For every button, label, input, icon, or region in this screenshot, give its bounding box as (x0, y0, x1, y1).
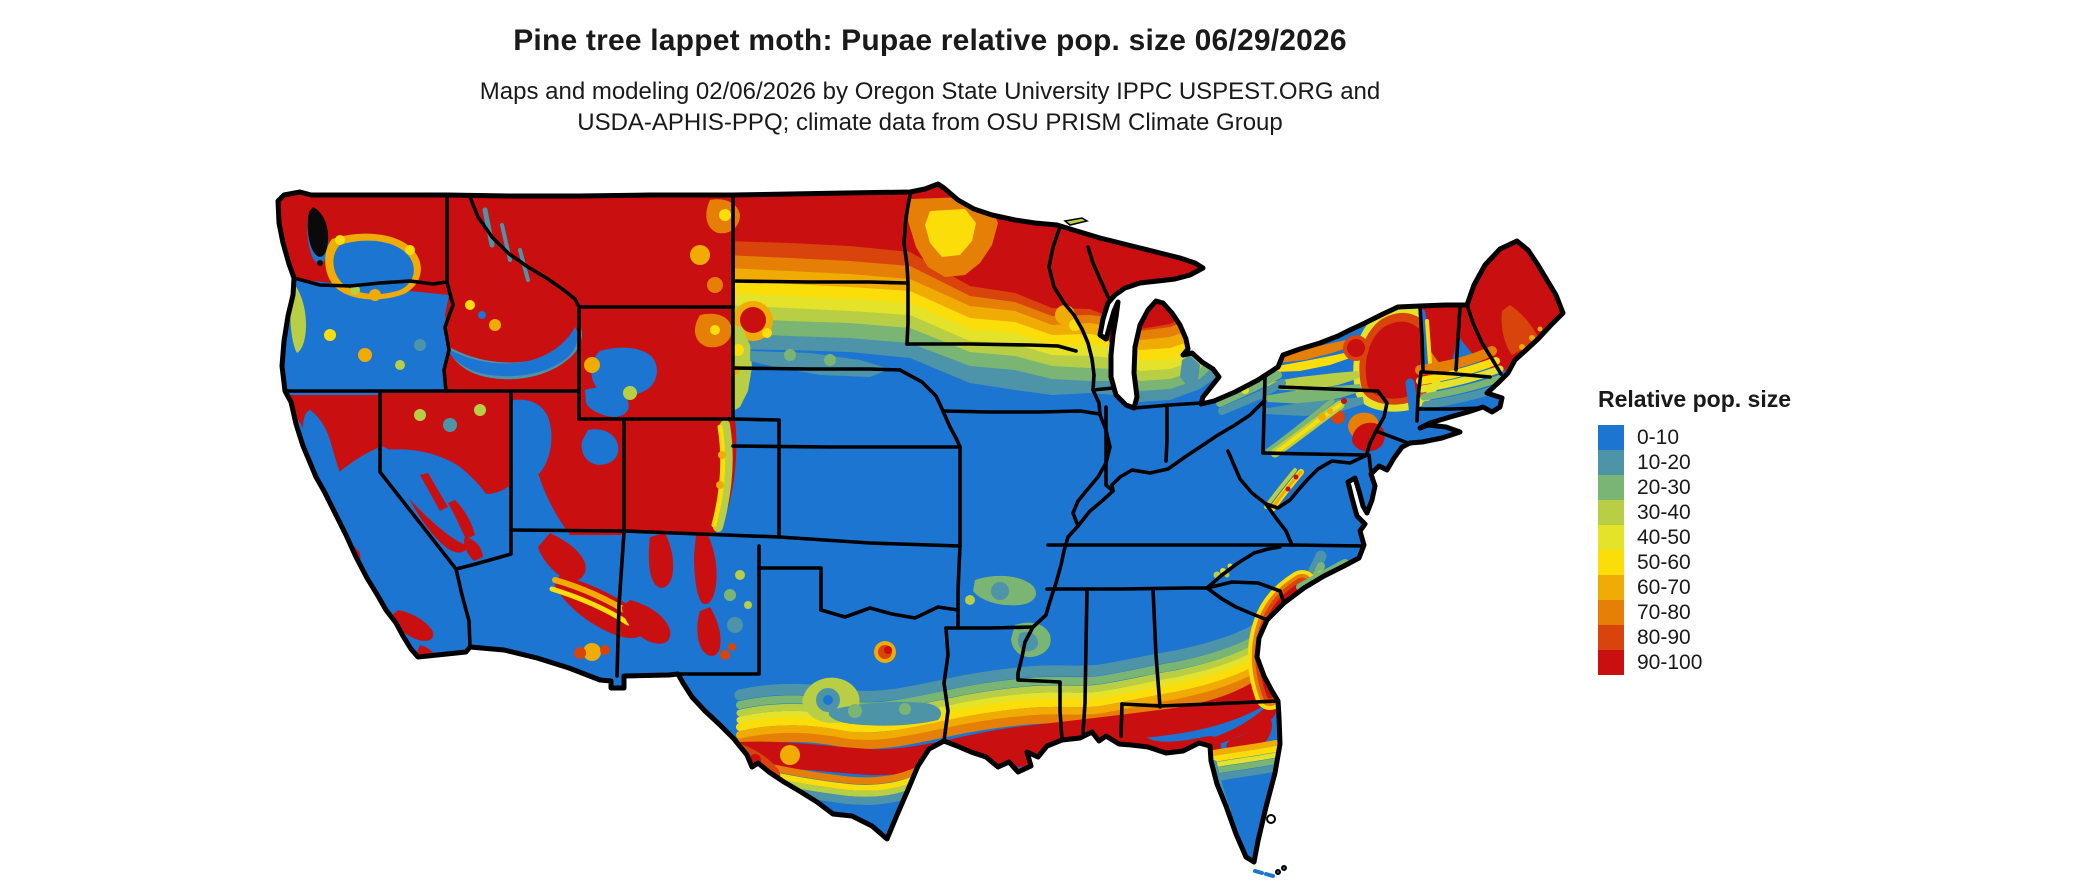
region-western-mountains-high (278, 189, 752, 661)
page-title: Pine tree lappet moth: Pupae relative po… (513, 24, 1347, 57)
legend-label: 50-60 (1637, 550, 1691, 574)
florida-keys (1253, 865, 1287, 878)
legend-swatch (1598, 650, 1624, 675)
legend-label: 0-10 (1637, 425, 1680, 449)
legend-swatch (1598, 550, 1624, 575)
legend-items: 0-10 10-20 20-30 30-40 40-50 50-60 60-70 (1598, 425, 1858, 675)
legend-item: 10-20 (1598, 450, 1858, 475)
legend-label: 40-50 (1637, 525, 1691, 549)
lake-okeechobee (1266, 814, 1276, 824)
us-population-map (270, 155, 1590, 890)
legend-label: 10-20 (1637, 450, 1691, 474)
legend-swatch (1598, 525, 1624, 550)
legend-swatch (1598, 475, 1624, 500)
legend-swatch (1598, 425, 1624, 450)
legend-label: 80-90 (1637, 625, 1691, 649)
legend-swatch (1598, 625, 1624, 650)
subtitle-line-1: Maps and modeling 02/06/2026 by Oregon S… (479, 78, 1381, 105)
legend-item: 80-90 (1598, 625, 1858, 650)
legend-label: 70-80 (1637, 600, 1691, 624)
puget-sound (307, 207, 329, 257)
legend-label: 90-100 (1637, 650, 1703, 674)
isle-royale (1063, 217, 1089, 226)
legend-label: 30-40 (1637, 500, 1691, 524)
map-header: Pine tree lappet moth: Pupae relative po… (0, 0, 1860, 138)
legend-swatch (1598, 600, 1624, 625)
page-subtitle: Maps and modeling 02/06/2026 by Oregon S… (0, 76, 1860, 138)
legend-swatch (1598, 450, 1624, 475)
legend-swatch (1598, 575, 1624, 600)
legend-item: 0-10 (1598, 425, 1858, 450)
legend-item: 30-40 (1598, 500, 1858, 525)
map-legend: Relative pop. size 0-10 10-20 20-30 30-4… (1598, 386, 1858, 675)
legend-label: 60-70 (1637, 575, 1691, 599)
legend-item: 90-100 (1598, 650, 1858, 675)
legend-title: Relative pop. size (1598, 386, 1792, 412)
map-decorations (307, 207, 1287, 878)
map-raster-layers (278, 184, 1563, 862)
legend-label: 20-30 (1637, 475, 1691, 499)
legend-item: 40-50 (1598, 525, 1858, 550)
legend-item: 20-30 (1598, 475, 1858, 500)
subtitle-line-2: USDA-APHIS-PPQ; climate data from OSU PR… (577, 109, 1283, 136)
state-borders (283, 193, 1503, 743)
us-map-svg (270, 155, 1590, 878)
legend-swatch (1598, 500, 1624, 525)
legend-item: 50-60 (1598, 550, 1858, 575)
region-northeast-high (1213, 241, 1562, 579)
legend-item: 70-80 (1598, 600, 1858, 625)
legend-item: 60-70 (1598, 575, 1858, 600)
